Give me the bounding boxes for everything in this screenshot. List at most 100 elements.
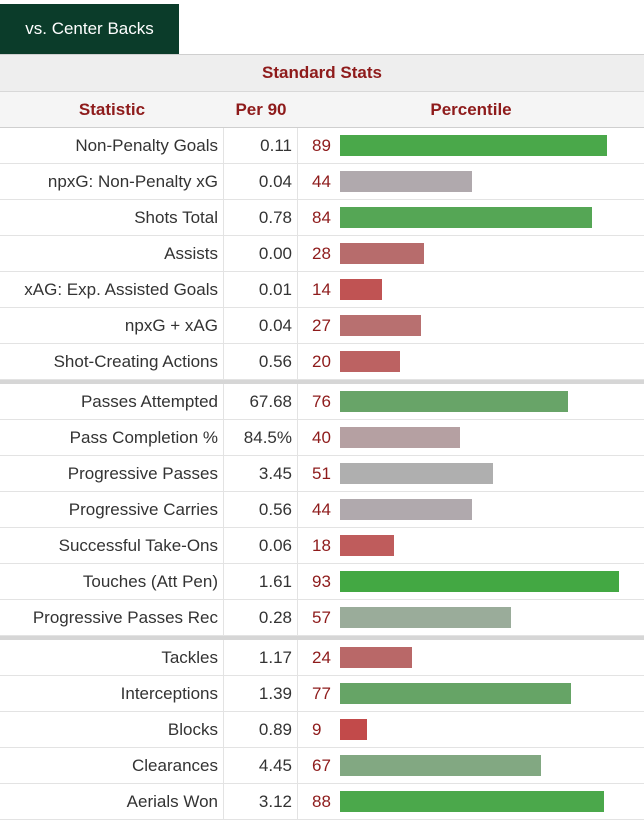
group-separator bbox=[0, 636, 644, 640]
per90-value: 0.06 bbox=[224, 528, 298, 563]
statistic-name: Progressive Carries bbox=[0, 492, 224, 527]
table-row: Shots Total 0.78 84 bbox=[0, 200, 644, 236]
table-row: Progressive Carries 0.56 44 bbox=[0, 492, 644, 528]
statistic-name: Interceptions bbox=[0, 676, 224, 711]
percentile-bar bbox=[340, 683, 571, 704]
percentile-bar bbox=[340, 351, 400, 372]
statistic-name: npxG: Non-Penalty xG bbox=[0, 164, 224, 199]
per90-value: 0.78 bbox=[224, 200, 298, 235]
table-row: Assists 0.00 28 bbox=[0, 236, 644, 272]
percentile-cell: 44 bbox=[298, 492, 644, 527]
table-row: Pass Completion % 84.5% 40 bbox=[0, 420, 644, 456]
per90-value: 3.45 bbox=[224, 456, 298, 491]
percentile-bar bbox=[340, 791, 604, 812]
percentile-value: 93 bbox=[312, 571, 331, 591]
percentile-value: 51 bbox=[312, 463, 331, 483]
table-header-row: Statistic Per 90 Percentile bbox=[0, 92, 644, 128]
percentile-bar bbox=[340, 571, 619, 592]
percentile-cell: 14 bbox=[298, 272, 644, 307]
per90-value: 0.00 bbox=[224, 236, 298, 271]
table-title: Standard Stats bbox=[0, 55, 644, 92]
percentile-bar bbox=[340, 391, 568, 412]
percentile-cell: 44 bbox=[298, 164, 644, 199]
per90-value: 67.68 bbox=[224, 384, 298, 419]
percentile-value: 77 bbox=[312, 683, 331, 703]
percentile-cell: 28 bbox=[298, 236, 644, 271]
percentile-cell: 93 bbox=[298, 564, 644, 599]
percentile-value: 24 bbox=[312, 647, 331, 667]
per90-value: 0.56 bbox=[224, 492, 298, 527]
percentile-value: 40 bbox=[312, 427, 331, 447]
table-row: Passes Attempted 67.68 76 bbox=[0, 384, 644, 420]
per90-value: 1.61 bbox=[224, 564, 298, 599]
percentile-cell: 24 bbox=[298, 640, 644, 675]
statistic-name: Aerials Won bbox=[0, 784, 224, 819]
tab-vs-center-backs[interactable]: vs. Center Backs bbox=[0, 4, 179, 54]
percentile-cell: 9 bbox=[298, 712, 644, 747]
table-row: Blocks 0.89 9 bbox=[0, 712, 644, 748]
table-body: Non-Penalty Goals 0.11 89 npxG: Non-Penalty… bbox=[0, 128, 644, 820]
per90-value: 1.17 bbox=[224, 640, 298, 675]
percentile-cell: 27 bbox=[298, 308, 644, 343]
table-row: Progressive Passes Rec 0.28 57 bbox=[0, 600, 644, 636]
percentile-bar bbox=[340, 535, 394, 556]
percentile-value: 44 bbox=[312, 499, 331, 519]
statistic-name: Progressive Passes bbox=[0, 456, 224, 491]
percentile-bar bbox=[340, 499, 472, 520]
header-percentile[interactable]: Percentile bbox=[430, 99, 512, 119]
percentile-value: 9 bbox=[312, 719, 322, 739]
header-per90[interactable]: Per 90 bbox=[235, 99, 287, 119]
per90-value: 0.89 bbox=[224, 712, 298, 747]
table-row: npxG: Non-Penalty xG 0.04 44 bbox=[0, 164, 644, 200]
statistic-name: Passes Attempted bbox=[0, 384, 224, 419]
percentile-bar bbox=[340, 243, 424, 264]
per90-value: 84.5% bbox=[224, 420, 298, 455]
percentile-cell: 76 bbox=[298, 384, 644, 419]
statistic-name: Assists bbox=[0, 236, 224, 271]
header-statistic[interactable]: Statistic bbox=[78, 99, 146, 119]
statistic-name: Shot-Creating Actions bbox=[0, 344, 224, 379]
percentile-value: 84 bbox=[312, 207, 331, 227]
per90-value: 0.28 bbox=[224, 600, 298, 635]
tab-bar: vs. Center Backs bbox=[0, 0, 644, 54]
percentile-bar bbox=[340, 607, 511, 628]
percentile-value: 89 bbox=[312, 135, 331, 155]
percentile-cell: 89 bbox=[298, 128, 644, 163]
percentile-cell: 88 bbox=[298, 784, 644, 819]
statistic-name: Touches (Att Pen) bbox=[0, 564, 224, 599]
per90-value: 0.01 bbox=[224, 272, 298, 307]
table-row: Non-Penalty Goals 0.11 89 bbox=[0, 128, 644, 164]
percentile-bar bbox=[340, 719, 367, 740]
table-row: Tackles 1.17 24 bbox=[0, 640, 644, 676]
table-row: Progressive Passes 3.45 51 bbox=[0, 456, 644, 492]
percentile-bar bbox=[340, 647, 412, 668]
percentile-cell: 84 bbox=[298, 200, 644, 235]
statistic-name: Progressive Passes Rec bbox=[0, 600, 224, 635]
statistic-name: Successful Take-Ons bbox=[0, 528, 224, 563]
percentile-value: 27 bbox=[312, 315, 331, 335]
statistic-name: xAG: Exp. Assisted Goals bbox=[0, 272, 224, 307]
percentile-bar bbox=[340, 755, 541, 776]
per90-value: 0.11 bbox=[224, 128, 298, 163]
percentile-value: 57 bbox=[312, 607, 331, 627]
percentile-value: 44 bbox=[312, 171, 331, 191]
standard-stats-table: Standard Stats Statistic Per 90 Percenti… bbox=[0, 54, 644, 820]
percentile-value: 20 bbox=[312, 351, 331, 371]
percentile-bar bbox=[340, 427, 460, 448]
statistic-name: npxG + xAG bbox=[0, 308, 224, 343]
percentile-bar bbox=[340, 207, 592, 228]
percentile-cell: 77 bbox=[298, 676, 644, 711]
percentile-cell: 40 bbox=[298, 420, 644, 455]
statistic-name: Clearances bbox=[0, 748, 224, 783]
percentile-bar bbox=[340, 463, 493, 484]
statistic-name: Tackles bbox=[0, 640, 224, 675]
percentile-bar bbox=[340, 279, 382, 300]
table-row: npxG + xAG 0.04 27 bbox=[0, 308, 644, 344]
per90-value: 0.56 bbox=[224, 344, 298, 379]
table-row: Aerials Won 3.12 88 bbox=[0, 784, 644, 820]
percentile-cell: 57 bbox=[298, 600, 644, 635]
per90-value: 0.04 bbox=[224, 164, 298, 199]
percentile-cell: 20 bbox=[298, 344, 644, 379]
table-row: Shot-Creating Actions 0.56 20 bbox=[0, 344, 644, 380]
group-separator bbox=[0, 380, 644, 384]
